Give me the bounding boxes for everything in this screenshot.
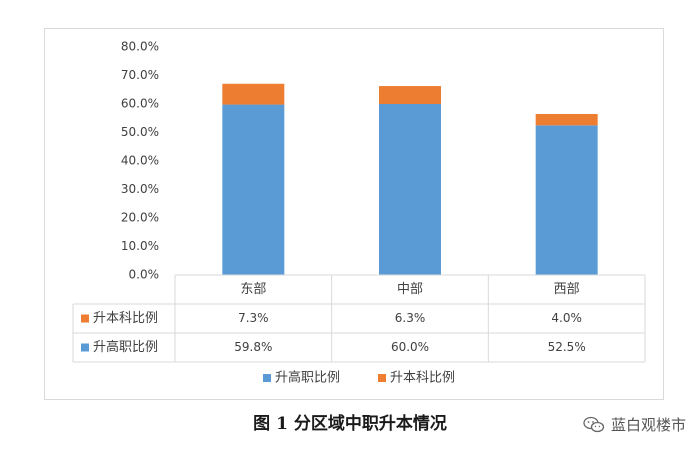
legend-label: 升高职比例 [275,370,340,386]
bar-vocational [379,104,441,275]
category-label: 中部 [397,282,423,297]
bar-undergraduate [222,83,285,105]
data-label: 4.0% [551,311,582,325]
table-legend-key [81,314,89,323]
data-label: 52.5% [548,340,586,354]
data-label: 59.8% [234,340,272,354]
data-label: 6.3% [395,311,426,325]
wechat-icon [583,416,605,432]
y-tick-label: 70.0% [121,68,159,82]
data-label: 7.3% [238,311,268,325]
y-tick-label: 60.0% [121,97,159,111]
legend-key [378,374,386,382]
y-tick-label: 10.0% [121,239,159,253]
bar-vocational [535,125,598,275]
figure-caption: 图 1 分区域中职升本情况 [253,414,447,434]
y-tick-label: 0.0% [129,268,160,282]
y-tick-label: 20.0% [121,211,159,225]
table-row-label: 升高职比例 [93,339,158,355]
category-label: 西部 [554,282,580,297]
y-tick-label: 40.0% [121,154,159,168]
bar-vocational [222,104,285,275]
category-label: 东部 [240,282,266,297]
bar-undergraduate [535,113,598,126]
chart-frame: 0.0% 10.0% 20.0% 30.0% 40.0% 50.0% 60.0% 70.0% 8… [44,28,664,400]
watermark: 蓝白观楼市 [583,414,686,435]
stacked-bar-chart: 0.0% 10.0% 20.0% 30.0% 40.0% 50.0% 60.0% 70.0% 8… [72,40,646,386]
y-tick-label: 80.0% [121,40,159,54]
watermark-text: 蓝白观楼市 [610,416,686,434]
bar-undergraduate [379,86,441,104]
table-legend-key [81,343,89,352]
legend-key [263,374,271,382]
table-row-label: 升本科比例 [93,311,158,326]
legend-label: 升本科比例 [390,371,455,386]
y-tick-label: 30.0% [121,182,159,196]
y-tick-label: 50.0% [121,125,159,139]
data-label: 60.0% [391,340,429,354]
